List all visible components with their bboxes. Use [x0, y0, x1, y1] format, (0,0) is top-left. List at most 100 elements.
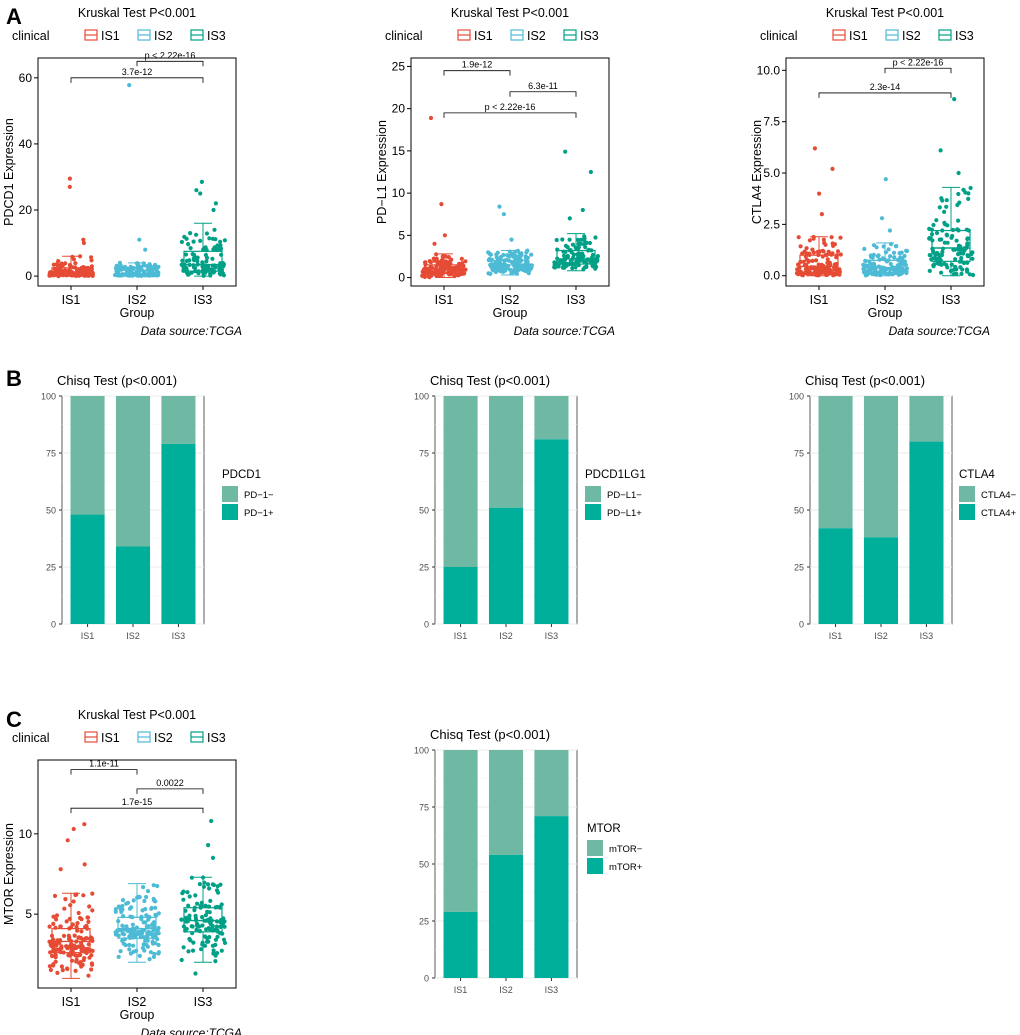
data-point	[207, 935, 212, 940]
data-point	[939, 237, 944, 242]
data-point	[939, 196, 944, 201]
data-point	[127, 942, 132, 948]
data-point	[218, 920, 223, 925]
y-tick-label: 15	[392, 144, 406, 158]
outlier-point	[887, 228, 892, 233]
data-point	[73, 265, 78, 270]
legend-label-is1: IS1	[849, 29, 868, 43]
legend-key-negative	[587, 840, 603, 856]
data-point	[515, 248, 520, 253]
data-point	[179, 262, 184, 267]
data-point	[487, 256, 492, 262]
data-point	[219, 948, 224, 953]
outlier-point	[81, 240, 86, 246]
data-point	[155, 883, 160, 889]
box-is3	[179, 818, 228, 976]
data-point	[203, 913, 208, 918]
legend-label-is3: IS3	[580, 29, 599, 43]
data-point	[956, 218, 961, 223]
outlier-point	[563, 149, 568, 154]
bracket-line	[70, 769, 138, 775]
bar-is1	[443, 750, 478, 978]
data-point	[809, 265, 814, 270]
data-point	[47, 939, 52, 944]
data-source-caption: Data source:TCGA	[141, 1026, 242, 1035]
data-point	[807, 238, 812, 243]
data-point	[194, 232, 199, 237]
data-point	[949, 262, 954, 267]
data-point	[812, 271, 817, 276]
box-is3	[179, 179, 227, 278]
outlier-point	[501, 212, 506, 217]
outlier-point	[432, 241, 437, 246]
data-point	[200, 923, 205, 928]
legend: CTLA4 CTLA4− CTLA4+	[959, 469, 1017, 520]
data-point	[555, 256, 560, 261]
data-point	[190, 252, 195, 257]
data-point	[76, 268, 81, 273]
data-point	[563, 261, 568, 266]
data-point	[141, 885, 146, 890]
data-point	[61, 262, 66, 268]
outlier-point	[143, 247, 148, 252]
data-point	[222, 940, 228, 945]
data-point	[207, 886, 212, 891]
outlier-point	[211, 207, 216, 213]
data-point	[871, 243, 877, 248]
data-point	[73, 968, 78, 973]
data-point	[804, 257, 809, 262]
data-point	[116, 933, 121, 938]
data-point	[189, 875, 194, 880]
data-point	[892, 270, 897, 275]
data-point	[927, 268, 932, 273]
comparison-bracket: 3.7e-12	[70, 67, 204, 83]
data-point	[507, 267, 513, 272]
y-tick-label: 75	[419, 449, 429, 459]
data-point	[146, 267, 151, 272]
data-point	[145, 889, 151, 894]
data-point	[202, 918, 207, 923]
data-point	[590, 252, 595, 258]
data-point	[957, 247, 962, 252]
data-point	[498, 254, 504, 260]
data-point	[76, 935, 81, 940]
data-point	[200, 940, 205, 945]
x-tick-label: IS3	[567, 293, 586, 307]
data-point	[120, 898, 126, 903]
box-is1	[794, 146, 843, 278]
data-point	[524, 256, 529, 261]
data-point	[214, 924, 219, 929]
data-point	[73, 261, 78, 266]
y-tick-label: 40	[19, 137, 33, 151]
bar-positive-segment	[488, 854, 524, 978]
p-value-label: p < 2.22e-16	[485, 102, 536, 112]
bar-negative-segment	[161, 396, 196, 444]
data-point	[587, 240, 592, 246]
data-point	[79, 929, 84, 934]
data-point	[51, 914, 56, 919]
legend-key-positive	[585, 504, 601, 520]
box-is1	[47, 176, 95, 279]
data-point	[940, 246, 946, 251]
data-point	[838, 252, 843, 257]
y-tick-label: 100	[789, 392, 804, 402]
mtor-chisq-stacked-bar: Chisq Test (p<0.001) 0 25 50 75 100 IS1 IS2 IS3 M…	[414, 727, 643, 995]
data-point	[180, 891, 185, 896]
data-point	[144, 924, 149, 929]
data-point	[201, 273, 206, 278]
data-point	[576, 262, 581, 268]
data-source-caption: Data source:TCGA	[889, 324, 990, 338]
data-point	[886, 258, 891, 263]
data-point	[195, 259, 200, 264]
data-point	[945, 265, 950, 270]
data-point	[215, 884, 220, 889]
data-point	[138, 935, 143, 940]
data-point	[197, 929, 203, 934]
data-point	[151, 920, 157, 925]
data-point	[155, 937, 160, 942]
y-tick-label: 5.0	[763, 166, 780, 180]
data-point	[877, 257, 882, 262]
data-point	[183, 252, 189, 257]
mtor-expression-boxplot: Kruskal Test P<0.001 clinical IS1 IS2 IS3 5 10…	[2, 708, 242, 1035]
